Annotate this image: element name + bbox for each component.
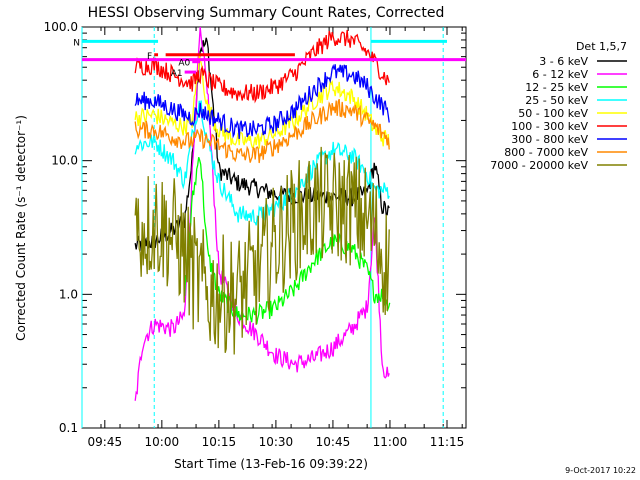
series-line-7 [134,98,390,164]
series-line-5 [134,29,390,104]
legend-label-4: 50 - 100 keV [518,107,588,120]
x-axis-label: Start Time (13-Feb-16 09:39:22) [174,457,368,471]
y-tick-label: 10.0 [51,154,78,168]
legend-label-6: 300 - 800 keV [511,133,588,146]
legend-label-7: 800 - 7000 keV [504,146,588,159]
x-tick-label: 09:45 [88,435,123,449]
legend-label-8: 7000 - 20000 keV [490,159,588,172]
legend-label-3: 25 - 50 keV [525,94,588,107]
legend-label-5: 100 - 300 keV [511,120,588,133]
x-tick-label: 10:00 [145,435,180,449]
series-line-8 [134,146,390,355]
plot-area: 0.1 1.0 10.0 100.0 09:45 10:00 10:15 10:30 10:45… [44,20,467,449]
x-tick-label: 11:15 [430,435,465,449]
series-line-1 [134,26,390,401]
x-tick-label: 10:15 [202,435,237,449]
series-line-6 [134,64,390,140]
flag-label-N: N [73,38,80,48]
series-line-4 [134,55,390,150]
chart-title: HESSI Observing Summary Count Rates, Cor… [88,5,445,21]
x-tick-label: 10:45 [316,435,351,449]
legend-label-2: 12 - 25 keV [525,81,588,94]
legend-title: Det 1,5,7 [576,40,627,53]
series-line-3 [134,100,390,226]
y-tick-label: 0.1 [59,421,78,435]
legend-label-0: 3 - 6 keV [539,55,588,68]
legend-label-1: 6 - 12 keV [532,68,588,81]
flag-label-A1: A1 [171,69,183,79]
y-axis-label: Corrected Count Rate (s⁻¹ detector⁻¹) [14,115,28,341]
flag-label-A0: A0 [178,59,190,69]
footer-date: 9-Oct-2017 10:22 [565,466,636,475]
y-tick-label: 100.0 [44,20,78,34]
x-tick-label: 11:00 [373,435,408,449]
series-line-2 [184,157,391,325]
flag-label-F: F [147,52,152,62]
y-tick-label: 1.0 [59,287,78,301]
x-tick-label: 10:30 [259,435,294,449]
